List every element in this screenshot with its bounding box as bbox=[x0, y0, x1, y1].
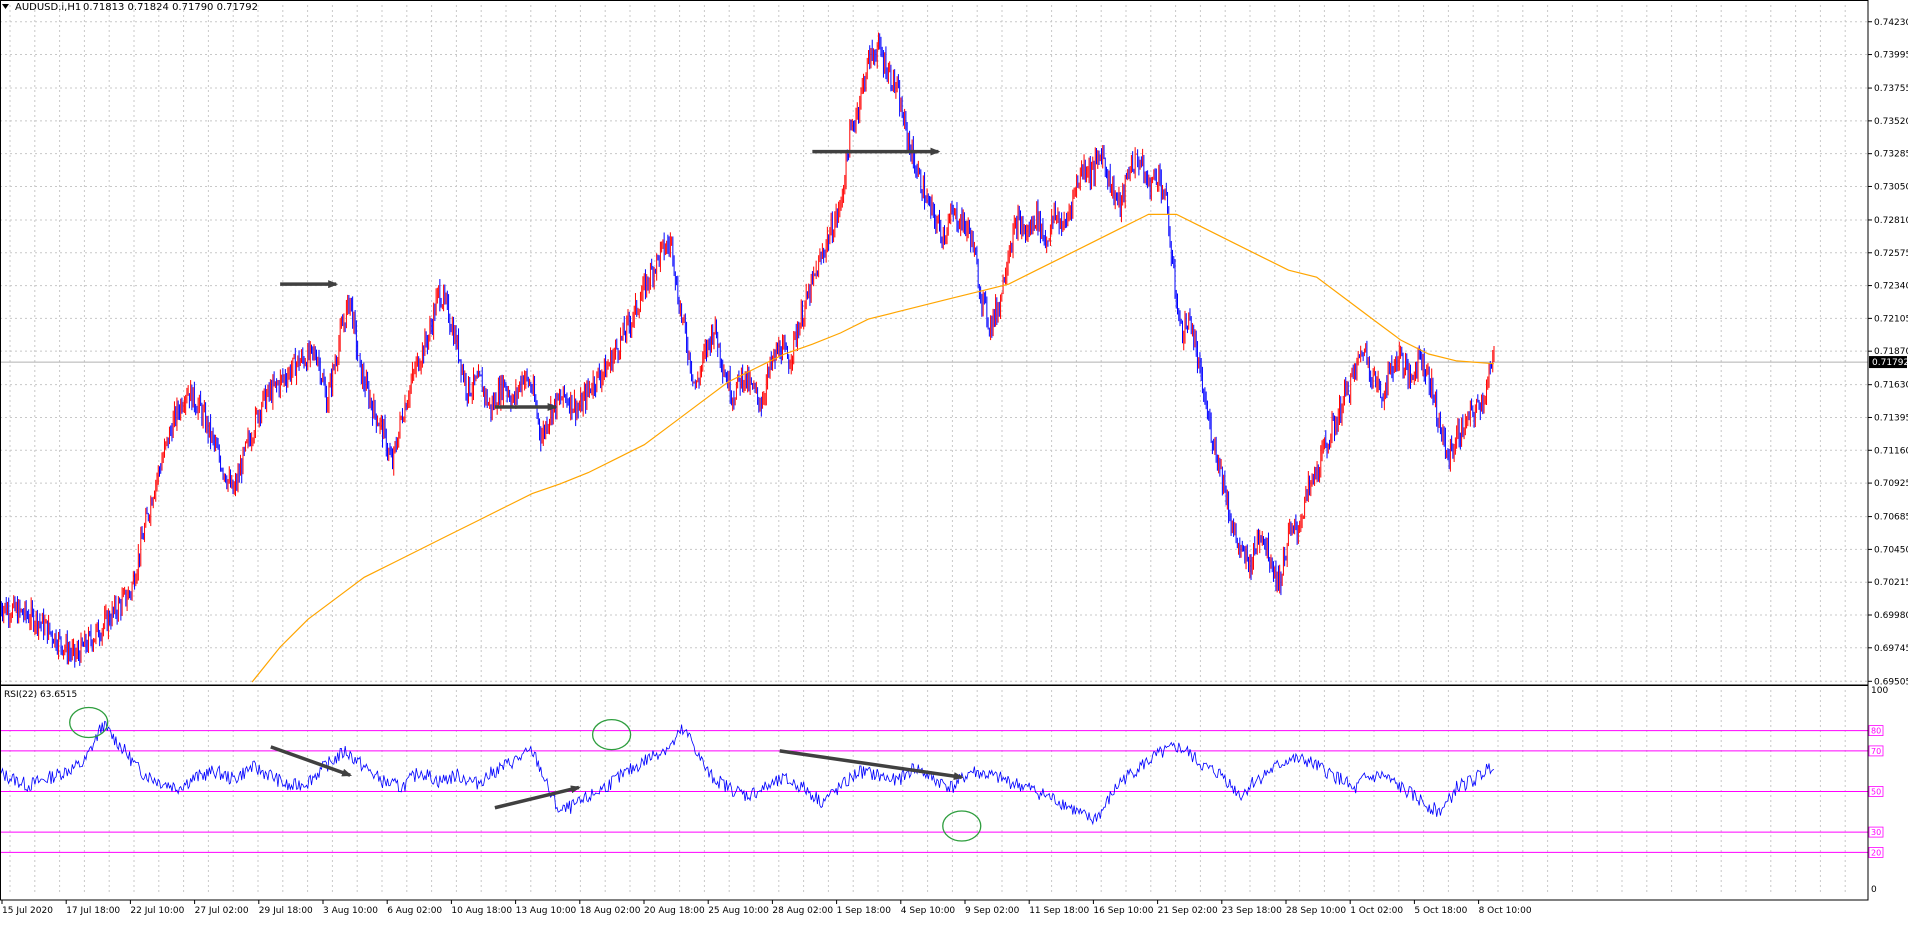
x-tick-label: 20 Aug 18:00 bbox=[644, 906, 705, 916]
x-tick-label: 23 Sep 18:00 bbox=[1222, 906, 1282, 916]
x-tick-label: 8 Oct 10:00 bbox=[1479, 906, 1532, 916]
rsi-level-label: 70 bbox=[1871, 747, 1881, 756]
x-tick-label: 17 Jul 18:00 bbox=[66, 906, 120, 916]
x-tick-label: 28 Aug 02:00 bbox=[772, 906, 833, 916]
x-tick-label: 1 Sep 18:00 bbox=[837, 906, 892, 916]
x-tick-label: 6 Aug 02:00 bbox=[387, 906, 442, 916]
x-tick-label: 11 Sep 18:00 bbox=[1029, 906, 1089, 916]
x-tick-label: 21 Sep 02:00 bbox=[1158, 906, 1218, 916]
y-tick-label: 0.72340 bbox=[1874, 282, 1908, 292]
y-tick-label: 0.70450 bbox=[1874, 545, 1908, 555]
x-tick-label: 18 Aug 02:00 bbox=[580, 906, 641, 916]
x-tick-label: 27 Jul 02:00 bbox=[195, 906, 249, 916]
y-tick-label: 0.70925 bbox=[1874, 479, 1908, 489]
symbol-label: AUDUSD.i,H1 bbox=[15, 2, 81, 13]
y-tick-label: 0.71630 bbox=[1874, 381, 1908, 391]
rsi-y-tick-label: 0 bbox=[1871, 885, 1877, 895]
x-tick-label: 25 Aug 10:00 bbox=[708, 906, 769, 916]
y-tick-label: 0.73050 bbox=[1874, 182, 1908, 192]
y-tick-label: 0.70215 bbox=[1874, 578, 1908, 588]
y-tick-label: 0.69980 bbox=[1874, 611, 1908, 621]
rsi-level-label: 30 bbox=[1871, 828, 1881, 837]
y-tick-label: 0.72105 bbox=[1874, 314, 1908, 324]
x-tick-label: 22 Jul 10:00 bbox=[130, 906, 184, 916]
y-tick-label: 0.69745 bbox=[1874, 644, 1908, 654]
x-tick-label: 28 Sep 10:00 bbox=[1286, 906, 1346, 916]
rsi-y-tick-label: 100 bbox=[1871, 686, 1888, 696]
y-tick-label: 0.70685 bbox=[1874, 513, 1908, 523]
x-tick-label: 5 Oct 18:00 bbox=[1414, 906, 1467, 916]
y-tick-label: 0.73995 bbox=[1874, 51, 1908, 61]
x-tick-label: 3 Aug 10:00 bbox=[323, 906, 378, 916]
current-price-label: 0.71792 bbox=[1872, 358, 1908, 368]
y-tick-label: 0.74230 bbox=[1874, 18, 1908, 28]
x-tick-label: 1 Oct 02:00 bbox=[1350, 906, 1403, 916]
x-tick-label: 16 Sep 10:00 bbox=[1093, 906, 1153, 916]
y-tick-label: 0.71160 bbox=[1874, 446, 1908, 456]
x-tick-label: 15 Jul 2020 bbox=[2, 906, 53, 916]
ohlc-values: 0.71813 0.71824 0.71790 0.71792 bbox=[83, 2, 258, 13]
x-tick-label: 9 Sep 02:00 bbox=[965, 906, 1020, 916]
rsi-level-label: 20 bbox=[1871, 848, 1881, 857]
y-tick-label: 0.71870 bbox=[1874, 347, 1908, 357]
y-tick-label: 0.72810 bbox=[1874, 216, 1908, 226]
rsi-level-label: 80 bbox=[1871, 727, 1881, 736]
x-tick-label: 29 Jul 18:00 bbox=[259, 906, 313, 916]
y-tick-label: 0.73285 bbox=[1874, 150, 1908, 160]
y-tick-label: 0.73520 bbox=[1874, 117, 1908, 127]
x-tick-label: 10 Aug 18:00 bbox=[451, 906, 512, 916]
y-tick-label: 0.71395 bbox=[1874, 413, 1908, 423]
y-tick-label: 0.73755 bbox=[1874, 84, 1908, 94]
x-tick-label: 13 Aug 10:00 bbox=[516, 906, 577, 916]
rsi-label: RSI(22) 63.6515 bbox=[4, 690, 77, 700]
x-tick-label: 4 Sep 10:00 bbox=[901, 906, 956, 916]
y-tick-label: 0.72575 bbox=[1874, 249, 1908, 259]
rsi-level-label: 50 bbox=[1871, 788, 1881, 797]
